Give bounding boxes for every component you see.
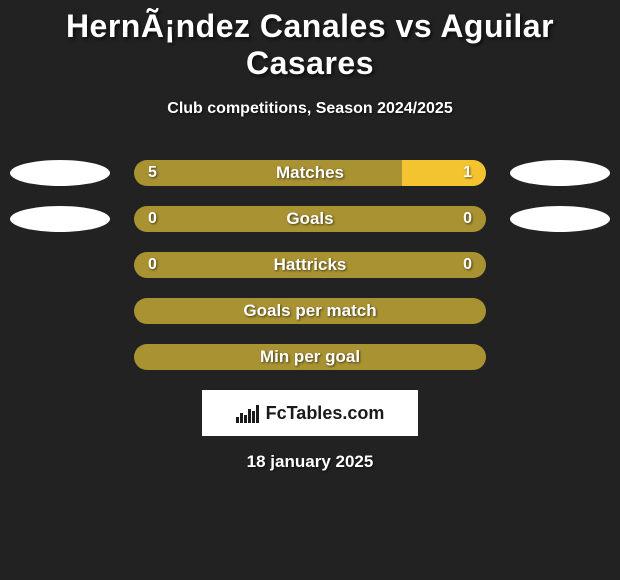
- bar-right-segment: 1: [402, 160, 486, 186]
- stat-right-value: 1: [463, 164, 472, 182]
- comparison-widget: HernÃ¡ndez Canales vs Aguilar Casares Cl…: [0, 0, 620, 472]
- footer-logo[interactable]: FcTables.com: [202, 390, 418, 436]
- team-left-oval: [10, 160, 110, 186]
- team-right-oval: [510, 206, 610, 232]
- stat-left-value: 0: [148, 210, 157, 228]
- single-stats-section: Goals per match Min per goal: [0, 298, 620, 370]
- stat-label: Hattricks: [274, 255, 347, 275]
- stat-right-value: 0: [463, 210, 472, 228]
- logo-text: FcTables.com: [266, 403, 385, 424]
- stat-bar-single: Min per goal: [134, 344, 486, 370]
- stat-bar: 5 1 Matches: [134, 160, 486, 186]
- stat-row: 0 0 Hattricks: [0, 252, 620, 278]
- stat-left-value: 0: [148, 256, 157, 274]
- team-left-oval: [10, 206, 110, 232]
- page-title: HernÃ¡ndez Canales vs Aguilar Casares: [0, 8, 620, 82]
- stats-section: 5 1 Matches 0 0 Goals 0 0 Hattricks: [0, 160, 620, 278]
- stat-left-value: 5: [148, 164, 157, 182]
- stat-row: 0 0 Goals: [0, 206, 620, 232]
- stat-bar: 0 0 Hattricks: [134, 252, 486, 278]
- stat-right-value: 0: [463, 256, 472, 274]
- stat-label: Matches: [276, 163, 344, 183]
- stat-row: 5 1 Matches: [0, 160, 620, 186]
- stat-label: Min per goal: [260, 347, 360, 367]
- bar-left-segment: 0: [134, 206, 310, 232]
- bar-right-segment: 0: [310, 206, 486, 232]
- stat-bar-single: Goals per match: [134, 298, 486, 324]
- bar-left-segment: 5: [134, 160, 402, 186]
- date-text: 18 january 2025: [0, 452, 620, 472]
- stat-label: Goals per match: [243, 301, 376, 321]
- bar-chart-icon: [236, 403, 260, 423]
- stat-label: Goals: [286, 209, 333, 229]
- team-right-oval: [510, 160, 610, 186]
- stat-bar: 0 0 Goals: [134, 206, 486, 232]
- subtitle: Club competitions, Season 2024/2025: [0, 100, 620, 118]
